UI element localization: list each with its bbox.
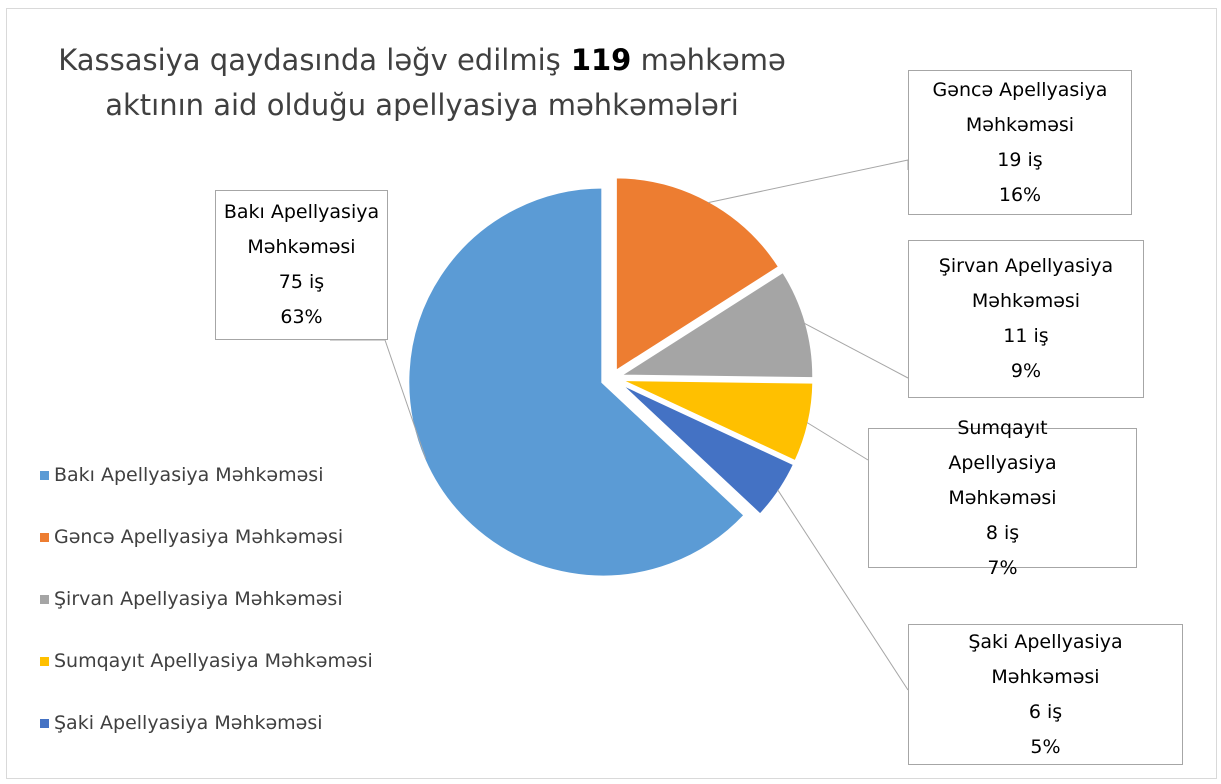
data-label-box: Sumqayıt Apellyasiya Məhkəməsi 8 iş 7% [868, 417, 1137, 579]
legend-label: Şaki Apellyasiya Məhkəməsi [54, 712, 323, 734]
legend-swatch [40, 532, 49, 542]
data-label-name: Şaki Apellyasiya Məhkəməsi [968, 630, 1123, 688]
pie-slice [613, 269, 816, 381]
legend-swatch [40, 594, 49, 604]
legend-swatch [40, 656, 49, 666]
leader-line [330, 339, 427, 459]
leader-line [777, 489, 909, 691]
chart-title: Kassasiya qaydasında ləğv edilmiş 119 mə… [58, 43, 786, 122]
data-label-value: 19 iş [997, 148, 1043, 171]
legend-label: Sumqayıt Apellyasiya Məhkəməsi [54, 650, 373, 672]
data-label-box: Şaki Apellyasiya Məhkəməsi 6 iş 5% [908, 624, 1183, 765]
data-label-percent: 5% [1030, 735, 1061, 758]
data-label-value: 11 iş [1003, 325, 1049, 347]
data-label-value: 6 iş [1028, 700, 1063, 723]
legend-item: Şirvan Apellyasiya Məhkəməsi [40, 588, 343, 610]
data-label-percent: 16% [998, 183, 1042, 206]
data-label-value: 8 iş [985, 521, 1020, 544]
data-label-box: Gəncə Apellyasiya Məhkəməsi 19 iş 16% [908, 70, 1132, 215]
legend-item: Şaki Apellyasiya Məhkəməsi [40, 712, 323, 734]
data-label-percent: 63% [280, 306, 323, 328]
pie-slice [406, 185, 748, 579]
data-label-name: Bakı Apellyasiya Məhkəməsi [223, 201, 380, 258]
legend-label: Bakı Apellyasiya Məhkəməsi [54, 464, 324, 486]
data-label-name: Gəncə Apellyasiya Məhkəməsi [932, 78, 1108, 136]
data-label-percent: 9% [1010, 360, 1042, 382]
legend-item: Bakı Apellyasiya Məhkəməsi [40, 464, 324, 486]
legend-swatch [40, 470, 49, 480]
data-label-name: Sumqayıt Apellyasiya Məhkəməsi [948, 416, 1057, 509]
legend-label: Gəncə Apellyasiya Məhkəməsi [54, 526, 344, 548]
legend-item: Sumqayıt Apellyasiya Məhkəməsi [40, 650, 373, 672]
legend-label: Şirvan Apellyasiya Məhkəməsi [54, 588, 343, 610]
pie-slice [616, 380, 797, 518]
data-label-box: Bakı Apellyasiya Məhkəməsi 75 iş 63% [215, 190, 388, 340]
pie-slice [613, 175, 782, 375]
data-label-name: Şirvan Apellyasiya Məhkəməsi [938, 255, 1114, 312]
legend-swatch [40, 718, 49, 728]
legend-item: Gəncə Apellyasiya Məhkəməsi [40, 526, 343, 548]
data-label-value: 75 iş [278, 271, 325, 293]
data-label-percent: 7% [987, 556, 1018, 579]
data-label-box: Şirvan Apellyasiya Məhkəməsi 11 iş 9% [908, 240, 1144, 398]
leader-line [804, 322, 909, 379]
leader-line [806, 422, 869, 461]
pie-slice [618, 378, 816, 464]
